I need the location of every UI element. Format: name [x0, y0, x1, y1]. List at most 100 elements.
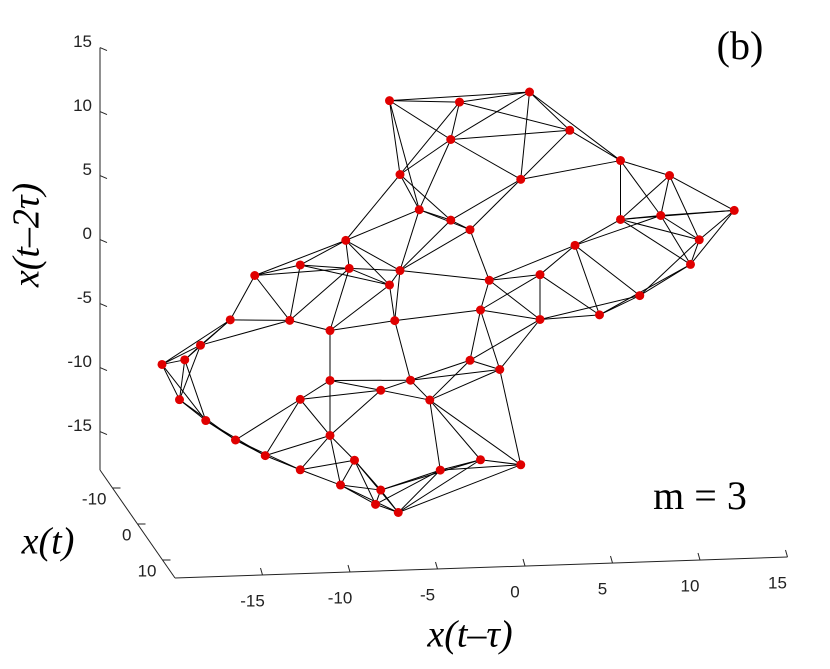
- node: [656, 211, 666, 220]
- x-tick: [347, 564, 351, 573]
- edges: [161, 91, 735, 513]
- edge: [229, 275, 256, 321]
- edge: [329, 389, 382, 436]
- x-tick-label: -5: [420, 585, 435, 604]
- node: [476, 305, 485, 315]
- edge: [399, 270, 490, 281]
- x-tick-label: 0: [510, 582, 519, 601]
- edge: [399, 139, 452, 175]
- edge: [329, 268, 350, 331]
- edge: [394, 309, 481, 322]
- node: [395, 266, 405, 276]
- edge: [574, 219, 621, 246]
- node: [295, 465, 305, 475]
- node: [225, 315, 235, 325]
- node: [686, 259, 695, 269]
- panel-label: (b): [717, 23, 764, 68]
- edge: [254, 267, 350, 276]
- edge: [397, 459, 481, 513]
- edge: [345, 240, 350, 269]
- edge: [569, 129, 621, 161]
- edge: [380, 379, 411, 391]
- z-tick-label: 0: [83, 224, 92, 243]
- edge: [265, 455, 301, 471]
- node: [516, 460, 526, 470]
- y-tick-label: 10: [138, 561, 157, 580]
- edge: [520, 91, 530, 180]
- edge: [620, 215, 661, 220]
- x-tick-label: -10: [328, 588, 353, 607]
- edge: [698, 210, 735, 241]
- edge: [429, 399, 481, 461]
- edge: [480, 459, 521, 466]
- node: [260, 451, 270, 461]
- node: [376, 385, 386, 395]
- edge: [340, 484, 381, 491]
- x-tick: [435, 561, 438, 570]
- edge: [539, 314, 600, 320]
- edge: [574, 215, 661, 246]
- edge: [488, 279, 541, 320]
- node: [525, 87, 534, 97]
- x-tick: [785, 549, 788, 558]
- edge: [620, 219, 691, 265]
- x-axis-label: x(t–τ): [426, 614, 512, 656]
- edge: [300, 469, 341, 486]
- node: [446, 135, 456, 144]
- x-axis: [174, 556, 788, 579]
- edge: [480, 280, 490, 311]
- node: [694, 235, 704, 245]
- edge: [539, 274, 600, 316]
- edge: [398, 464, 521, 513]
- z-axis-label: x(t–2τ): [6, 183, 48, 288]
- edge: [389, 100, 452, 140]
- x-tick: [610, 555, 613, 564]
- edge: [469, 359, 500, 370]
- edge: [599, 263, 691, 316]
- node: [395, 170, 405, 180]
- node: [535, 314, 545, 324]
- edge: [161, 319, 231, 365]
- edge: [529, 91, 571, 131]
- z-tick-label: 5: [83, 160, 92, 179]
- edge: [299, 380, 331, 400]
- node: [325, 375, 335, 385]
- node: [175, 395, 184, 405]
- edge: [459, 91, 530, 103]
- edge: [450, 101, 460, 140]
- edge: [349, 267, 390, 286]
- edge: [660, 215, 691, 265]
- node: [476, 455, 485, 465]
- node: [201, 416, 211, 426]
- edge: [450, 91, 530, 140]
- node: [465, 225, 475, 235]
- edge: [289, 268, 350, 321]
- node: [595, 310, 604, 320]
- edge: [389, 91, 530, 102]
- nodes: [157, 87, 739, 517]
- z-tick: [99, 111, 108, 116]
- edge: [399, 101, 460, 175]
- edge: [410, 379, 431, 401]
- node: [231, 435, 240, 445]
- edge: [399, 174, 420, 210]
- edge: [620, 160, 662, 216]
- node: [635, 291, 645, 301]
- edge: [161, 344, 201, 365]
- edge: [480, 309, 541, 320]
- node: [325, 430, 335, 440]
- edge: [620, 175, 670, 220]
- edge: [345, 239, 401, 271]
- edge: [418, 139, 452, 210]
- node: [414, 205, 424, 215]
- edge: [300, 389, 381, 400]
- edge: [399, 174, 452, 221]
- edge: [354, 459, 382, 491]
- edge: [459, 101, 570, 131]
- z-tick: [99, 303, 108, 308]
- edge: [200, 319, 290, 346]
- node: [729, 205, 739, 215]
- edge: [300, 239, 346, 266]
- node: [406, 375, 415, 385]
